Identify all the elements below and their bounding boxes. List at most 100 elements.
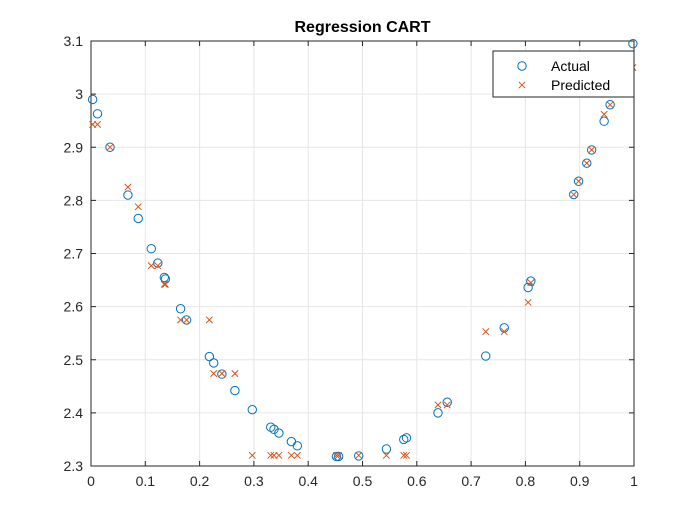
x-tick-label: 1 xyxy=(630,473,638,489)
actual-point xyxy=(266,422,276,432)
legend-marker-actual xyxy=(517,61,527,71)
predicted-point xyxy=(355,451,363,459)
y-tick-label: 2.3 xyxy=(64,458,84,474)
x-tick-label: 0.6 xyxy=(407,473,427,489)
predicted-point xyxy=(287,451,295,459)
actual-point xyxy=(401,433,412,443)
predicted-point xyxy=(161,280,169,288)
actual-point xyxy=(123,190,133,200)
actual-point xyxy=(204,351,215,362)
actual-point xyxy=(599,116,609,126)
actual-point xyxy=(399,434,409,445)
predicted-point xyxy=(382,451,390,459)
predicted-point xyxy=(231,370,239,378)
predicted-point xyxy=(434,401,442,409)
y-tick-label: 2.5 xyxy=(64,352,84,368)
x-tick-label: 0.4 xyxy=(298,473,318,489)
actual-point xyxy=(92,109,103,119)
legend: Actual Predicted xyxy=(492,50,635,98)
x-tick-label: 0.8 xyxy=(516,473,536,489)
actual-point xyxy=(159,272,170,283)
predicted-point xyxy=(443,401,451,409)
actual-point xyxy=(381,444,392,454)
predicted-point xyxy=(183,316,191,324)
x-tick-label: 0.1 xyxy=(136,473,156,489)
chart-title: Regression CART xyxy=(294,19,430,36)
actual-point xyxy=(333,451,344,462)
tick-labels: 0 0.1 0.2 0.3 0.4 0.5 0.6 0.7 0.8 0.9 1 2.3 2.4 2.5 2.… xyxy=(64,33,639,489)
predicted-point xyxy=(527,279,535,287)
actual-point xyxy=(209,358,219,368)
y-tick-label: 3.1 xyxy=(64,33,84,49)
y-tick-label: 2.9 xyxy=(64,139,84,155)
actual-point xyxy=(353,451,364,461)
predicted-point xyxy=(575,177,583,185)
actual-point xyxy=(582,158,592,168)
actual-point xyxy=(481,351,491,361)
actual-point xyxy=(175,304,186,314)
actual-point xyxy=(217,369,227,379)
actual-point xyxy=(433,408,443,418)
axes xyxy=(90,40,635,467)
actual-point xyxy=(274,428,284,438)
actual-point xyxy=(146,244,156,254)
y-tick-label: 2.6 xyxy=(64,299,84,315)
actual-point xyxy=(628,38,638,49)
predicted-point xyxy=(335,451,343,459)
predicted-point xyxy=(400,451,408,459)
actual-point xyxy=(586,145,597,155)
predicted-point xyxy=(93,120,102,128)
actual-point xyxy=(87,94,98,105)
y-tick-label: 2.8 xyxy=(64,192,84,208)
y-tick-label: 2.4 xyxy=(64,405,84,421)
actual-point xyxy=(133,213,143,224)
actual-point xyxy=(442,397,452,407)
actual-point xyxy=(247,404,257,415)
x-tick-label: 0.3 xyxy=(244,473,264,489)
x-tick-label: 0.9 xyxy=(570,473,590,489)
predicted-point xyxy=(600,110,608,118)
legend-marker-predicted xyxy=(518,81,526,89)
actual-point xyxy=(331,451,342,462)
predicted-point xyxy=(275,451,283,459)
actual-point xyxy=(523,282,533,293)
predicted-point xyxy=(588,146,596,154)
predicted-point xyxy=(293,451,301,459)
predicted-point xyxy=(583,159,591,167)
predicted-point xyxy=(570,190,578,199)
legend-label: Actual xyxy=(551,58,590,74)
predicted-point xyxy=(500,328,508,336)
x-tick-label: 0 xyxy=(87,473,95,489)
predicted-point xyxy=(218,370,226,378)
predicted-point xyxy=(210,370,218,378)
predicted-point xyxy=(154,262,162,270)
predicted-point xyxy=(524,298,532,306)
predicted-point xyxy=(402,451,411,459)
actual-point xyxy=(526,276,536,286)
actual-point xyxy=(181,315,192,325)
actual-point xyxy=(605,100,615,110)
x-tick-label: 0.7 xyxy=(461,473,481,489)
actual-point xyxy=(230,385,240,396)
predicted-point xyxy=(606,101,614,109)
actual-point xyxy=(573,176,584,186)
actual-point xyxy=(569,189,579,200)
x-tick-label: 0.5 xyxy=(353,473,373,489)
predicted-point xyxy=(482,328,490,336)
series-predicted xyxy=(89,64,637,459)
y-tick-label: 3 xyxy=(75,86,83,102)
predicted-point xyxy=(160,280,168,288)
predicted-point xyxy=(147,262,155,270)
x-tick-label: 0.2 xyxy=(190,473,210,489)
legend-label: Predicted xyxy=(551,77,610,93)
predicted-point xyxy=(106,143,114,151)
actual-point xyxy=(105,142,115,152)
axes-box xyxy=(90,40,635,467)
y-tick-label: 2.7 xyxy=(64,246,84,262)
actual-point xyxy=(292,441,303,451)
predicted-point xyxy=(248,451,256,459)
predicted-point xyxy=(205,316,213,324)
legend-box xyxy=(492,50,635,98)
predicted-point xyxy=(177,316,185,324)
